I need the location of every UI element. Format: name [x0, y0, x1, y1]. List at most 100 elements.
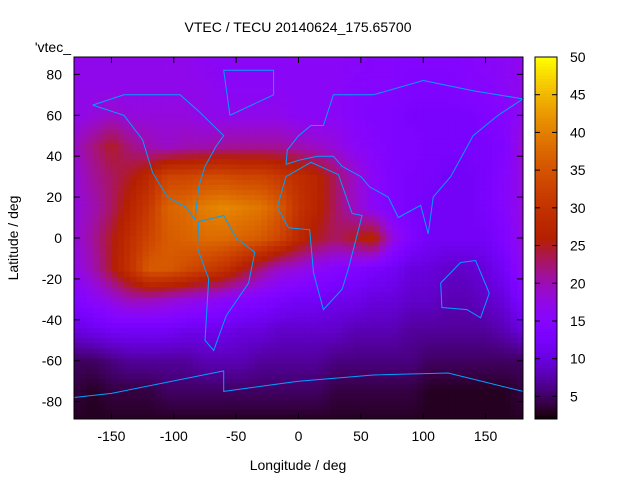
heatmap-cell	[491, 143, 499, 150]
heatmap-cell	[217, 108, 225, 114]
heatmap-cell	[161, 230, 168, 237]
heatmap-cell	[304, 287, 312, 293]
heatmap-cell	[273, 246, 281, 252]
heatmap-cell	[460, 353, 468, 360]
heatmap-cell	[223, 62, 231, 68]
heatmap-cell	[317, 62, 324, 68]
heatmap-cell	[348, 276, 356, 283]
heatmap-cell	[367, 235, 374, 242]
heatmap-cell	[392, 128, 399, 135]
heatmap-cell	[460, 67, 468, 73]
heatmap-cell	[223, 164, 231, 170]
heatmap-cell	[223, 333, 231, 339]
heatmap-cell	[335, 399, 343, 406]
heatmap-cell	[155, 333, 162, 339]
heatmap-cell	[323, 200, 331, 206]
heatmap-cell	[485, 97, 493, 104]
heatmap-cell	[130, 312, 137, 319]
heatmap-cell	[360, 133, 368, 140]
heatmap-cell	[86, 292, 94, 298]
heatmap-cell	[516, 343, 524, 349]
heatmap-cell	[367, 297, 374, 303]
heatmap-cell	[92, 261, 100, 268]
heatmap-cell	[105, 246, 112, 252]
heatmap-cell	[254, 189, 262, 196]
heatmap-cell	[379, 230, 387, 237]
heatmap-cell	[379, 246, 387, 252]
heatmap-cell	[273, 72, 281, 78]
heatmap-cell	[516, 67, 524, 73]
heatmap-cell	[398, 287, 405, 293]
heatmap-cell	[348, 174, 356, 181]
heatmap-cell	[261, 276, 268, 283]
heatmap-cell	[317, 348, 324, 354]
heatmap-cell	[74, 133, 81, 140]
heatmap-cell	[435, 159, 443, 165]
heatmap-cell	[454, 297, 462, 303]
heatmap-cell	[504, 205, 511, 211]
heatmap-cell	[392, 317, 399, 324]
heatmap-cell	[180, 327, 187, 334]
heatmap-cell	[92, 287, 100, 293]
heatmap-cell	[148, 97, 156, 104]
heatmap-cell	[491, 317, 499, 324]
heatmap-cell	[373, 363, 380, 370]
heatmap-cell	[323, 62, 331, 68]
heatmap-cell	[142, 297, 150, 303]
heatmap-cell	[130, 287, 137, 293]
heatmap-cell	[136, 184, 143, 191]
heatmap-cell	[292, 220, 299, 227]
heatmap-cell	[335, 312, 343, 319]
heatmap-cell	[441, 256, 449, 262]
heatmap-cell	[86, 169, 94, 175]
heatmap-cell	[435, 256, 443, 262]
heatmap-cell	[273, 348, 281, 354]
heatmap-cell	[323, 312, 331, 319]
heatmap-cell	[186, 246, 193, 252]
heatmap-cell	[130, 113, 137, 119]
heatmap-cell	[416, 174, 424, 181]
heatmap-cell	[148, 210, 156, 216]
heatmap-cell	[192, 312, 200, 319]
heatmap-cell	[211, 246, 218, 252]
heatmap-cell	[510, 399, 518, 406]
heatmap-cell	[354, 271, 362, 278]
heatmap-cell	[404, 266, 412, 273]
heatmap-cell	[516, 179, 524, 186]
heatmap-cell	[117, 235, 125, 242]
heatmap-cell	[130, 179, 137, 186]
heatmap-cell	[441, 195, 449, 201]
heatmap-cell	[111, 333, 119, 339]
heatmap-cell	[516, 72, 524, 78]
heatmap-cell	[180, 92, 187, 99]
heatmap-cell	[279, 195, 287, 201]
heatmap-cell	[298, 62, 306, 68]
heatmap-cell	[435, 276, 443, 283]
heatmap-cell	[354, 184, 362, 191]
heatmap-cell	[161, 266, 168, 273]
heatmap-cell	[323, 374, 331, 380]
heatmap-cell	[180, 113, 187, 119]
heatmap-cell	[254, 210, 262, 216]
heatmap-cell	[198, 409, 206, 416]
heatmap-cell	[398, 169, 405, 175]
heatmap-cell	[180, 77, 187, 83]
heatmap-cell	[130, 241, 137, 247]
heatmap-cell	[161, 358, 168, 365]
heatmap-cell	[460, 251, 468, 257]
heatmap-cell	[211, 297, 218, 303]
heatmap-cell	[491, 184, 499, 191]
heatmap-cell	[410, 327, 418, 334]
heatmap-cell	[304, 118, 312, 124]
heatmap-cell	[279, 77, 287, 83]
heatmap-cell	[329, 184, 337, 191]
heatmap-cell	[416, 77, 424, 83]
heatmap-cell	[416, 200, 424, 206]
heatmap-cell	[317, 225, 324, 232]
heatmap-cell	[473, 82, 480, 89]
heatmap-cell	[173, 327, 181, 334]
heatmap-cell	[454, 271, 462, 278]
heatmap-cell	[267, 394, 274, 400]
heatmap-cell	[329, 271, 337, 278]
heatmap-cell	[404, 307, 412, 314]
